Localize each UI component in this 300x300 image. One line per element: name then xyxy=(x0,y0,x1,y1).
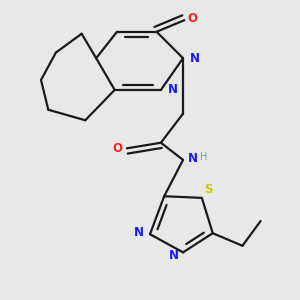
Text: O: O xyxy=(112,142,122,155)
Text: N: N xyxy=(188,152,198,165)
Text: N: N xyxy=(134,226,143,239)
Text: S: S xyxy=(204,183,213,196)
Text: N: N xyxy=(169,249,179,262)
Text: O: O xyxy=(188,12,198,25)
Text: H: H xyxy=(200,152,207,162)
Text: N: N xyxy=(167,83,178,96)
Text: N: N xyxy=(190,52,200,65)
